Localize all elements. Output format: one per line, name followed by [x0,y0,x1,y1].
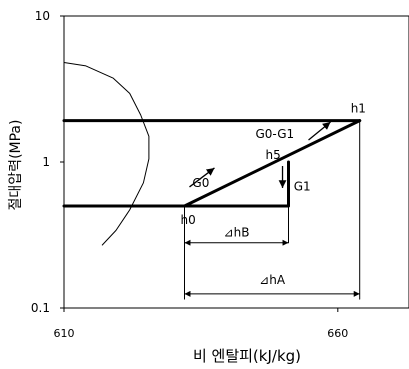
label-layer: 610 660 10 1 0.1 h1 h5 h0 G0-G1 G0 G1 ⊿hB ⊿hA [31,9,366,340]
y-tick-label-2: 1 [42,155,50,169]
series-line-4 [183,119,362,208]
annotation-label-3: G1 [294,179,311,193]
point-label-2: h5 [266,148,281,162]
flow-arrow-g0-g1 [308,121,331,141]
series-line-1 [63,62,150,246]
x-tick-label-1: 610 [54,327,75,340]
series-layer [62,62,362,300]
annotation-label-2: G0 [192,176,209,190]
x-tick-label-2: 660 [327,327,348,340]
annotation-label-4: ⊿hB [224,225,250,239]
x-axis-label: 비 엔탈피(kJ/kg) [193,347,301,365]
flow-arrow-g0 [189,167,215,188]
series-line-3 [62,160,290,208]
y-tick-label-1: 10 [35,9,50,23]
plot-frame [63,15,409,309]
point-label-1: h1 [351,102,366,116]
y-tick-label-3: 0.1 [31,301,50,315]
annotation-label-1: G0-G1 [256,127,295,141]
point-label-3: h0 [180,213,195,227]
annotation-label-5: ⊿hA [259,273,286,287]
tick-layer [60,15,339,312]
decoration-layer [184,121,360,297]
y-axis-label: 절대압력(MPa) [8,120,24,211]
